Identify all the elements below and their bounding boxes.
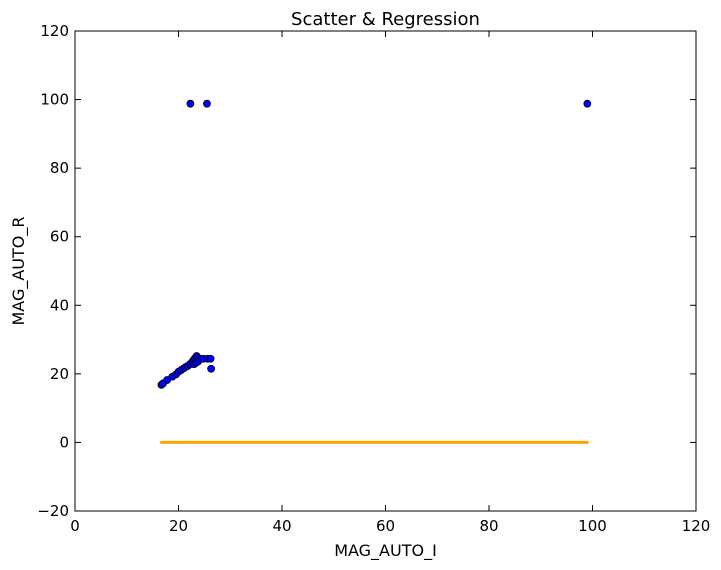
x-tick-label: 80 bbox=[479, 517, 498, 535]
y-tick-label: 20 bbox=[50, 365, 69, 383]
scatter-point bbox=[206, 354, 215, 363]
plot-frame bbox=[74, 30, 697, 512]
x-axis-label: MAG_AUTO_I bbox=[334, 541, 437, 561]
x-axis-ticks: 0 20 40 60 80 100 120 bbox=[70, 31, 710, 535]
y-axis-label: MAG_AUTO_R bbox=[9, 216, 29, 325]
x-tick-label: 100 bbox=[578, 517, 607, 535]
y-tick-label: 60 bbox=[50, 228, 69, 246]
y-axis-ticks: −20 0 20 40 60 80 100 120 bbox=[37, 22, 696, 520]
scatter-point bbox=[583, 99, 592, 108]
scatter-point bbox=[186, 99, 195, 108]
y-tick-label: 0 bbox=[59, 433, 69, 451]
x-tick-label: 60 bbox=[376, 517, 395, 535]
y-tick-label: 120 bbox=[40, 22, 69, 40]
x-tick-label: 20 bbox=[169, 517, 188, 535]
scatter-point bbox=[203, 99, 211, 108]
x-tick-label: 120 bbox=[682, 517, 711, 535]
chart-title: Scatter & Regression bbox=[291, 9, 480, 30]
x-tick-label: 40 bbox=[272, 517, 291, 535]
x-tick-label: 0 bbox=[70, 517, 80, 535]
y-tick-label: 40 bbox=[50, 296, 69, 314]
y-tick-label: −20 bbox=[37, 502, 69, 520]
points-layer bbox=[157, 99, 592, 389]
scatter-point bbox=[207, 364, 216, 373]
y-tick-label: 100 bbox=[40, 91, 69, 109]
y-tick-label: 80 bbox=[50, 159, 69, 177]
